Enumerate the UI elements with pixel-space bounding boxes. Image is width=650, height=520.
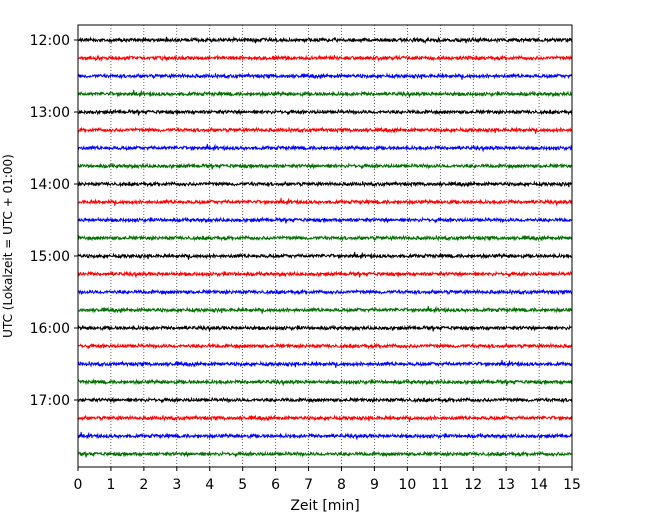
trace-1200 <box>77 35 573 45</box>
y-axis-label: UTC (Lokalzeit = UTC + 01:00) <box>1 154 15 338</box>
y-tick-label: 15:00 <box>30 249 70 265</box>
y-tick-label: 14:00 <box>30 177 70 193</box>
trace-1745 <box>77 450 573 458</box>
trace-1630 <box>77 359 573 368</box>
x-tick-label: 15 <box>563 477 581 493</box>
trace-1230 <box>77 72 573 80</box>
x-tick-label: 0 <box>74 477 83 493</box>
x-tick-label: 10 <box>398 477 416 493</box>
trace-1400 <box>77 180 573 188</box>
trace-1500 <box>77 251 573 260</box>
x-tick-label: 11 <box>431 477 449 493</box>
trace-1715 <box>77 414 573 422</box>
y-tick-label: 13:00 <box>30 105 70 121</box>
x-tick-label: 2 <box>139 477 148 493</box>
x-ticks: 0 1 2 3 4 5 6 7 8 9 10 11 12 13 14 15 <box>74 467 581 493</box>
trace-1700 <box>77 396 573 404</box>
x-tick-label: 6 <box>271 477 280 493</box>
x-tick-label: 1 <box>106 477 115 493</box>
trace-1345 <box>77 162 573 170</box>
y-tick-label: 17:00 <box>30 393 70 409</box>
y-tick-label: 12:00 <box>30 33 70 49</box>
x-tick-label: 12 <box>464 477 482 493</box>
x-tick-label: 9 <box>370 477 379 493</box>
x-tick-label: 8 <box>337 477 346 493</box>
trace-1430 <box>77 216 573 224</box>
trace-1315 <box>77 126 573 134</box>
trace-1245 <box>77 89 573 99</box>
plot-frame <box>77 24 573 468</box>
x-axis-label: Zeit [min] <box>290 498 359 514</box>
x-tick-label: 3 <box>172 477 181 493</box>
trace-1415 <box>77 197 573 207</box>
trace-1215 <box>77 54 573 62</box>
y-tick-label: 16:00 <box>30 321 70 337</box>
trace-1530 <box>77 288 573 296</box>
x-tick-label: 14 <box>530 477 548 493</box>
trace-1615 <box>77 342 573 350</box>
trace-1515 <box>77 270 573 279</box>
trace-1545 <box>77 305 573 314</box>
x-tick-label: 4 <box>205 477 214 493</box>
trace-1445 <box>77 234 573 242</box>
trace-1330 <box>77 143 573 153</box>
trace-1600 <box>77 324 573 333</box>
y-ticks: 12:00 13:00 14:00 15:00 16:00 17:00 <box>30 33 78 409</box>
trace-layer <box>77 35 573 458</box>
x-tick-label: 13 <box>497 477 515 493</box>
trace-1300 <box>77 108 573 116</box>
trace-1730 <box>77 431 573 441</box>
x-tick-label: 5 <box>238 477 247 493</box>
x-tick-label: 7 <box>304 477 313 493</box>
trace-1645 <box>77 378 573 387</box>
